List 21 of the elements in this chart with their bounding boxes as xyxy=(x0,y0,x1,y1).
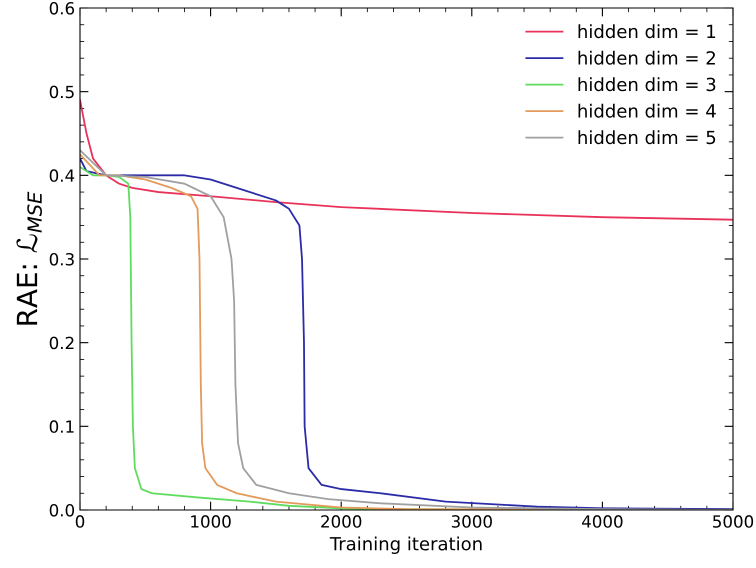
y-tick-label: 0.1 xyxy=(50,420,74,433)
x-tick-label: 1000 xyxy=(191,515,231,528)
line-series xyxy=(80,99,733,221)
x-tick-label: 5000 xyxy=(713,515,754,528)
x-tick-label: 4000 xyxy=(582,515,622,528)
y-tick-label: 0.5 xyxy=(50,86,74,98)
x-tick-label: 2000 xyxy=(321,515,362,528)
y-tick-label: 0.4 xyxy=(50,169,74,182)
legend-label: hidden dim = 1 xyxy=(578,24,716,38)
y-tick-label: 0.6 xyxy=(50,2,74,15)
legend-label: hidden dim = 5 xyxy=(578,130,716,144)
y-tick-label: 0.0 xyxy=(50,504,74,517)
x-tick-label: 0 xyxy=(76,515,84,528)
y-tick-label: 0.2 xyxy=(50,336,74,350)
legend-label: hidden dim = 4 xyxy=(578,104,716,118)
legend-label: hidden dim = 3 xyxy=(578,77,716,92)
y-axis-title: RAE: ℒ$_{MSE}$ xyxy=(16,192,42,325)
x-axis-title: Training iteration xyxy=(330,536,482,554)
y-tick-label: 0.3 xyxy=(50,252,74,266)
legend-label: hidden dim = 2 xyxy=(578,50,715,65)
x-tick-label: 3000 xyxy=(452,515,492,528)
